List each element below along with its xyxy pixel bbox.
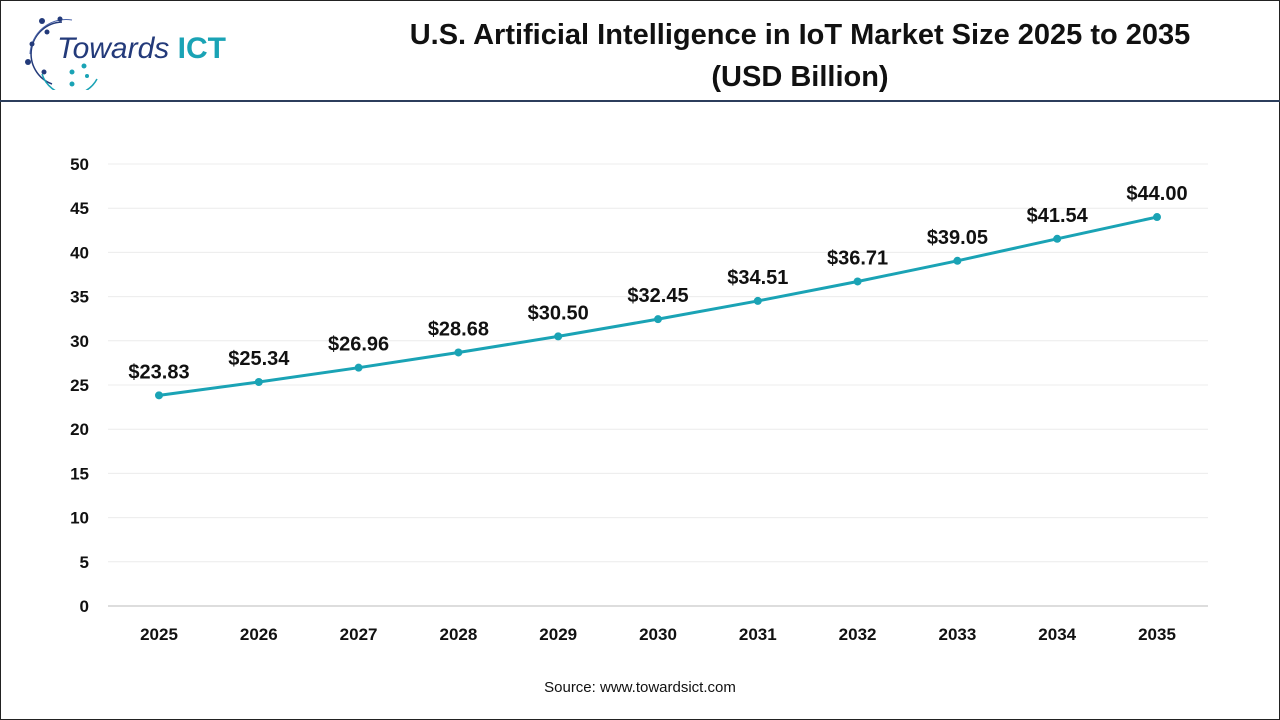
- logo-accent-text: ICT: [177, 32, 226, 65]
- data-point: [1153, 213, 1161, 222]
- data-label: $30.50: [528, 302, 589, 324]
- source-note: Source: www.towardsict.com: [544, 679, 736, 696]
- y-tick-label: 5: [80, 553, 89, 572]
- logo-circuit-icon: [25, 16, 98, 90]
- data-label: $28.68: [428, 318, 489, 340]
- y-tick-label: 45: [70, 199, 89, 218]
- data-label: $23.83: [128, 361, 189, 383]
- chart-title: U.S. Artificial Intelligence in IoT Mark…: [300, 14, 1280, 98]
- x-tick-label: 2026: [240, 625, 278, 644]
- logo-text: Towards: [57, 32, 170, 65]
- data-point: [753, 296, 762, 305]
- data-point: [853, 277, 862, 286]
- data-label: $36.71: [827, 247, 888, 269]
- data-label: $39.05: [927, 227, 988, 249]
- y-tick-label: 40: [70, 243, 89, 262]
- y-tick-label: 25: [70, 376, 89, 395]
- x-tick-label: 2030: [639, 625, 677, 644]
- title-line: U.S. Artificial Intelligence in IoT Mark…: [409, 19, 1191, 51]
- y-tick-label: 0: [80, 597, 89, 616]
- data-label: $25.34: [228, 348, 290, 370]
- subtitle: (USD Billion): [711, 61, 889, 93]
- data-label: $32.45: [627, 285, 688, 307]
- data-point: [554, 332, 563, 341]
- data-label: $26.96: [328, 334, 389, 356]
- data-label: $34.51: [727, 267, 788, 289]
- data-label: $41.54: [1027, 205, 1089, 227]
- data-point: [354, 363, 363, 372]
- header-divider: [0, 100, 1280, 102]
- y-tick-label: 50: [70, 155, 89, 174]
- x-tick-label: 2035: [1138, 625, 1176, 644]
- x-tick-label: 2031: [739, 625, 777, 644]
- y-tick-label: 15: [70, 464, 89, 483]
- y-tick-label: 20: [70, 420, 89, 439]
- data-point: [654, 315, 662, 324]
- x-tick-label: 2033: [938, 625, 976, 644]
- data-point: [155, 391, 163, 400]
- y-tick-label: 30: [70, 332, 89, 351]
- x-tick-label: 2027: [340, 625, 378, 644]
- x-tick-label: 2034: [1038, 625, 1076, 644]
- data-label: $44.00: [1126, 183, 1187, 205]
- logo: Towards ICT: [22, 14, 226, 90]
- y-tick-label: 10: [70, 509, 89, 528]
- x-tick-label: 2032: [839, 625, 877, 644]
- data-point: [1053, 234, 1062, 243]
- x-tick-label: 2029: [539, 625, 577, 644]
- y-tick-label: 35: [70, 288, 89, 307]
- data-point: [953, 256, 962, 265]
- data-point: [454, 348, 463, 357]
- data-point: [254, 377, 263, 386]
- x-tick-label: 2028: [439, 625, 477, 644]
- x-tick-label: 2025: [140, 625, 178, 644]
